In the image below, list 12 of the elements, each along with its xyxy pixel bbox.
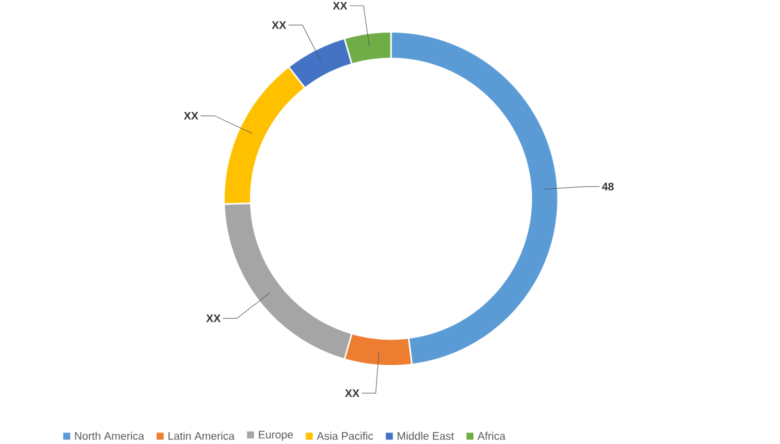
data-label: XX: [272, 21, 286, 29]
data-label: XX: [344, 390, 360, 398]
data-label: XX: [206, 314, 221, 322]
data-label: XX: [332, 2, 348, 10]
legend-label: Africa: [477, 432, 506, 440]
legend-label: Asia Pacific: [316, 432, 374, 440]
legend-label: Middle East: [398, 432, 454, 440]
legend-label: Latin America: [168, 432, 235, 440]
legend-label: North America: [75, 432, 144, 440]
legend-label: Europe: [258, 430, 293, 441]
data-label: 48: [602, 182, 614, 191]
data-label: XX: [184, 112, 198, 120]
